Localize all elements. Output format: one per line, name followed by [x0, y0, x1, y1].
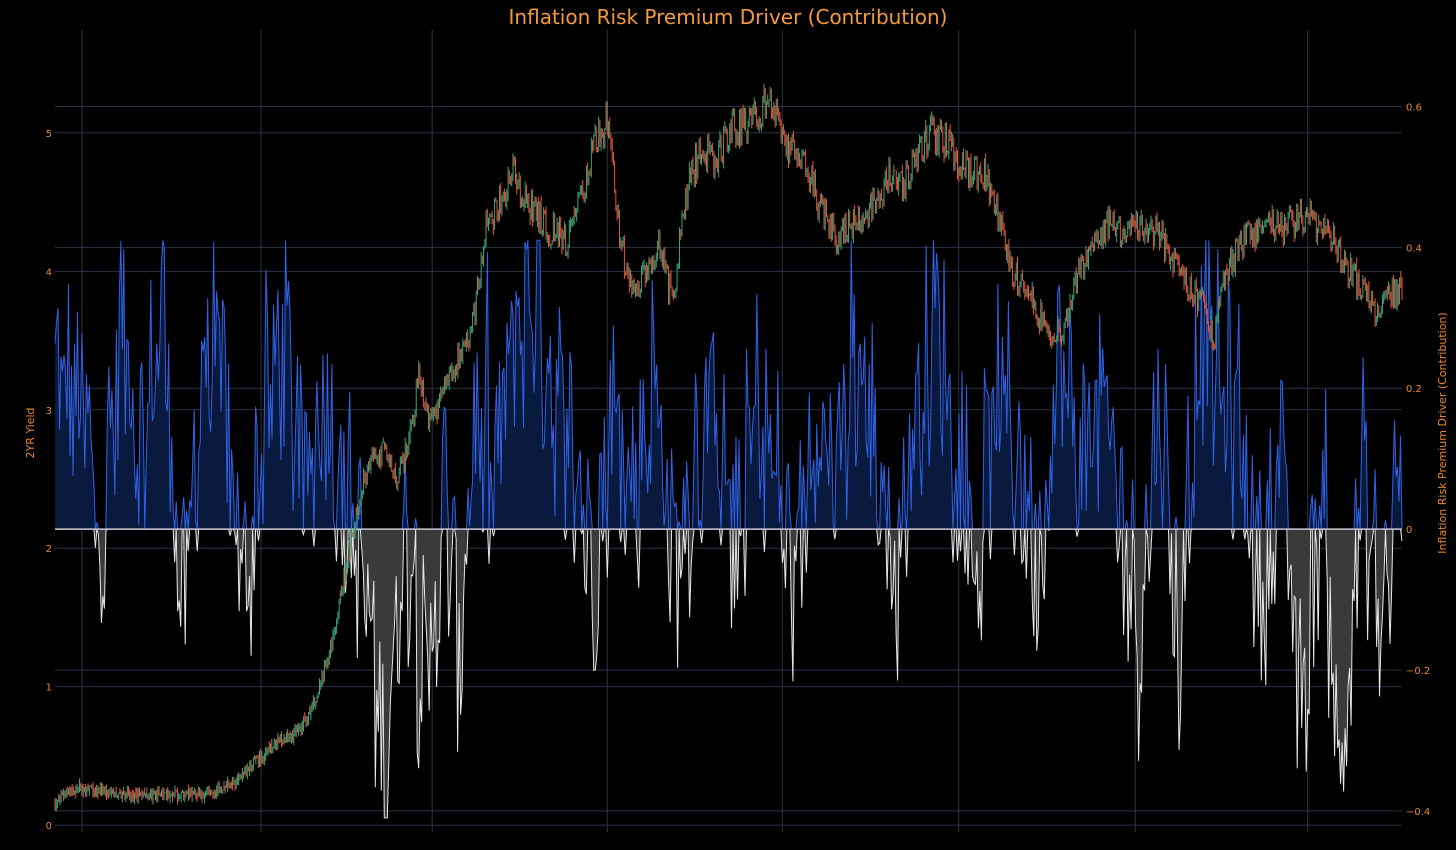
- y-right-tick-2: 0: [1406, 525, 1412, 536]
- irp-positive-area: [55, 240, 1402, 530]
- chart-title: Inflation Risk Premium Driver (Contribut…: [509, 5, 948, 29]
- axes: 0 1 2 3 4 5 −0.4 −0.2 0 0.2 0.4 0.6: [46, 102, 1431, 832]
- irp-negative-area: [55, 529, 1402, 818]
- y-axis-left-label: 2YR Yield: [24, 407, 37, 458]
- y-left-tick-2: 2: [46, 544, 52, 555]
- yield-candlestick-series: [54, 83, 1403, 812]
- y-right-tick-5: 0.6: [1406, 102, 1422, 113]
- y-left-tick-1: 1: [46, 683, 52, 694]
- y-right-tick-0: −0.4: [1406, 807, 1430, 818]
- y-left-tick-4: 4: [46, 267, 52, 278]
- irp-contribution-series: [54, 239, 1403, 819]
- y-right-tick-3: 0.2: [1406, 384, 1422, 395]
- y-right-tick-4: 0.4: [1406, 243, 1422, 254]
- y-right-tick-1: −0.2: [1406, 666, 1430, 677]
- y-left-tick-3: 3: [46, 406, 52, 417]
- y-left-tick-0: 0: [46, 821, 52, 832]
- y-left-tick-5: 5: [46, 129, 52, 140]
- y-axis-right-label: Inflation Risk Premium Driver (Contribut…: [1436, 312, 1449, 553]
